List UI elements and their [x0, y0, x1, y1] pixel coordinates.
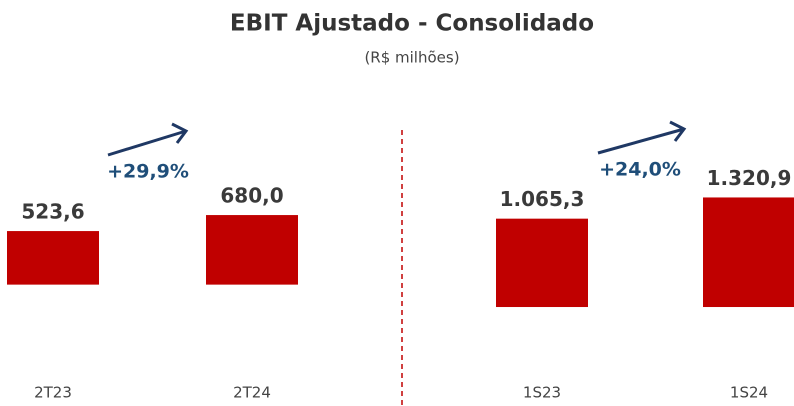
x-tick-label: 2T23	[34, 384, 72, 402]
bar	[7, 231, 99, 285]
chart-subtitle: (R$ milhões)	[364, 49, 459, 67]
arrow	[107, 129, 187, 157]
arrow-head	[171, 122, 189, 144]
value-label: 1.320,9	[707, 166, 792, 190]
value-label: 1.065,3	[500, 187, 585, 211]
x-tick-label: 1S23	[523, 384, 561, 402]
value-label: 523,6	[21, 200, 84, 224]
annotation: +29,9%	[107, 161, 189, 183]
bar	[496, 218, 588, 308]
x-tick-label: 2T24	[233, 384, 271, 402]
bar	[206, 215, 298, 285]
bar	[703, 197, 794, 308]
x-tick-label: 1S24	[730, 384, 768, 402]
arrow	[597, 127, 685, 155]
annotation: +24,0%	[599, 159, 681, 181]
arrow-head	[669, 120, 687, 142]
value-label: 680,0	[220, 184, 283, 208]
chart-title: EBIT Ajustado - Consolidado	[230, 11, 594, 37]
